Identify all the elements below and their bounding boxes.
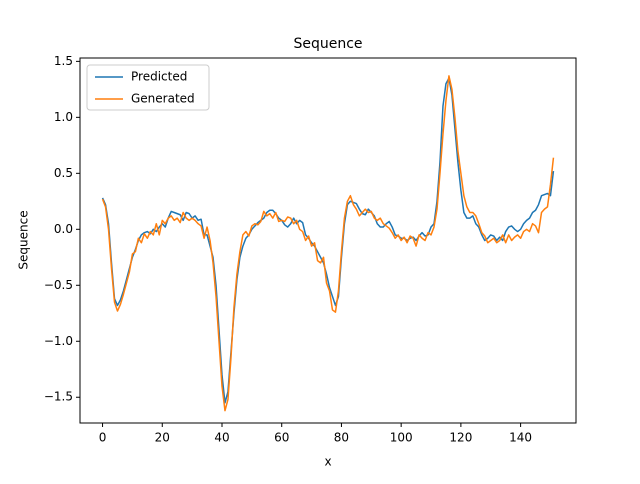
- y-axis-label: Sequence: [17, 210, 31, 269]
- y-tick-label: 1.0: [54, 110, 73, 124]
- legend-label: Generated: [131, 92, 195, 106]
- y-tick-label: 0.0: [54, 222, 73, 236]
- y-tick-label: −0.5: [44, 278, 73, 292]
- x-tick-label: 100: [390, 431, 413, 445]
- x-tick-label: 120: [449, 431, 472, 445]
- x-axis-label: x: [324, 455, 331, 469]
- x-tick-label: 140: [509, 431, 532, 445]
- x-tick-label: 40: [214, 431, 229, 445]
- x-tick-label: 60: [274, 431, 289, 445]
- y-tick-label: −1.5: [44, 390, 73, 404]
- legend-label: Predicted: [131, 70, 187, 84]
- x-tick-label: 20: [155, 431, 170, 445]
- line-series: [101, 77, 555, 404]
- plot-frame: [79, 57, 577, 424]
- y-tick-label: 1.5: [54, 54, 73, 68]
- x-tick-label: 80: [334, 431, 349, 445]
- y-tick-label: −1.0: [44, 334, 73, 348]
- x-tick-label: 0: [99, 431, 107, 445]
- chart-title: Sequence: [293, 36, 362, 52]
- y-tick-label: 0.5: [54, 166, 73, 180]
- line-series: [101, 75, 555, 412]
